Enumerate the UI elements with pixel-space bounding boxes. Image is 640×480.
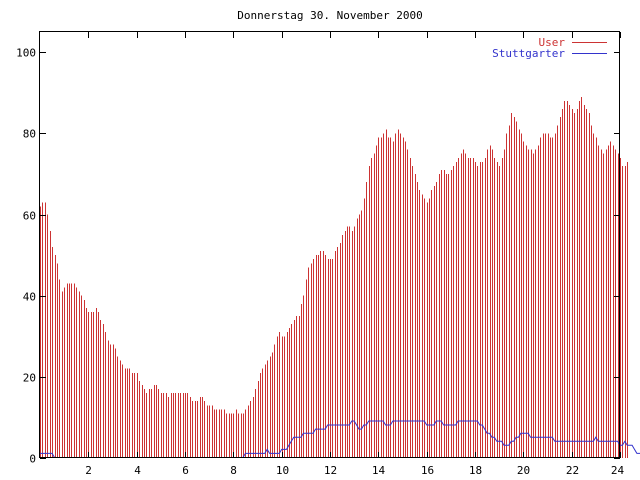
chart-title: Donnerstag 30. November 2000 [237, 9, 422, 22]
x-tick-label: 10 [276, 464, 289, 477]
user-bars [40, 96, 628, 458]
x-tick-label: 22 [566, 464, 579, 477]
y-tick-label: 40 [23, 291, 36, 304]
legend-label-stuttgarter: Stuttgarter [492, 47, 565, 60]
y-tick-label: 20 [23, 372, 36, 385]
legend: User Stuttgarter [492, 36, 607, 60]
y-tick-label: 100 [16, 47, 36, 60]
x-tick-label: 12 [324, 464, 337, 477]
plot-frame [39, 31, 620, 458]
y-tick-label: 0 [29, 453, 36, 466]
x-tick-label: 20 [517, 464, 530, 477]
x-tick-label: 6 [182, 464, 189, 477]
x-tick-label: 2 [85, 464, 92, 477]
x-tick-label: 24 [611, 464, 625, 477]
y-tick-label: 80 [23, 128, 36, 141]
x-tick-label: 4 [134, 464, 141, 477]
x-tick-label: 14 [372, 464, 386, 477]
y-tick-label: 60 [23, 210, 36, 223]
y-axis: 0 20 40 60 80 100 [16, 47, 620, 466]
x-tick-label: 16 [421, 464, 434, 477]
x-axis: 2 4 6 8 10 12 14 16 18 20 22 24 [85, 32, 624, 477]
x-tick-label: 8 [230, 464, 237, 477]
x-tick-label: 18 [469, 464, 482, 477]
legend-label-user: User [539, 36, 566, 49]
